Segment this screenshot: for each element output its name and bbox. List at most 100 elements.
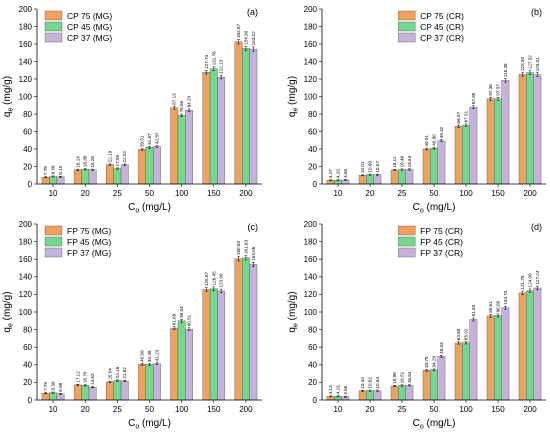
data-label: 16.70 xyxy=(83,371,88,383)
x-tick-label: 100 xyxy=(175,405,189,414)
x-tick-label: 200 xyxy=(523,189,537,198)
bar-2-s2-50 xyxy=(430,148,438,185)
bar-1-s1-150 xyxy=(202,72,211,185)
data-label: 90.04 xyxy=(179,306,184,318)
data-label: 121.76 xyxy=(520,275,525,289)
bar-4-s3-150 xyxy=(501,307,510,401)
data-label: 97.38 xyxy=(488,84,493,96)
data-label: 122.13 xyxy=(219,59,224,73)
y-tick-label: 0 xyxy=(28,180,33,189)
bar-1-s1-200 xyxy=(234,41,243,185)
bar-1-s2-20 xyxy=(81,169,90,185)
x-tick-label: 150 xyxy=(207,405,221,414)
legend-swatch xyxy=(44,32,63,43)
bar-3-s2-200 xyxy=(242,257,250,401)
legend-entry: CP 75 (CR) xyxy=(420,11,464,21)
data-label: 7.78 xyxy=(43,166,48,175)
y-tick-label: 40 xyxy=(23,361,32,370)
x-tick-label: 10 xyxy=(334,189,343,198)
bar-1-s3-50 xyxy=(152,146,161,185)
bar-2-s2-200 xyxy=(526,72,534,185)
data-label: 87.13 xyxy=(172,93,177,105)
data-label: 17.59 xyxy=(115,154,120,166)
data-label: 22.19 xyxy=(107,150,112,162)
data-label: 125.67 xyxy=(204,272,209,286)
legend-swatch xyxy=(44,10,63,21)
y-tick-label: 60 xyxy=(23,343,32,352)
y-tick-label: 60 xyxy=(308,343,317,352)
data-label: 16.46 xyxy=(399,155,404,167)
bar-3-s3-200 xyxy=(249,264,258,401)
y-tick-label: 200 xyxy=(304,220,318,229)
x-tick-label: 25 xyxy=(113,189,122,198)
x-tick-label: 25 xyxy=(113,405,122,414)
panel-label: (d) xyxy=(531,222,542,232)
x-tick-label: 200 xyxy=(523,405,537,414)
data-label: 4.18 xyxy=(335,385,340,394)
y-tick-label: 120 xyxy=(19,75,33,84)
x-tick-label: 50 xyxy=(430,405,439,414)
legend-entry: CP 75 (MG) xyxy=(67,11,112,21)
data-label: 4.13 xyxy=(328,385,333,394)
x-tick-label: 150 xyxy=(207,189,221,198)
data-label: 65.02 xyxy=(463,328,468,340)
data-label: 10.44 xyxy=(360,377,365,389)
bar-3-s1-100 xyxy=(170,327,179,401)
y-tick-label: 160 xyxy=(304,40,318,49)
bar-2-s1-150 xyxy=(486,98,495,185)
y-tick-label: 20 xyxy=(308,162,317,171)
data-label: 67.31 xyxy=(464,110,469,122)
bar-4-s2-150 xyxy=(494,315,502,401)
x-tick-label: 200 xyxy=(239,189,253,198)
legend-entry: CP 45 (MG) xyxy=(67,22,112,32)
y-tick-label: 120 xyxy=(304,290,318,299)
bar-4-s2-25 xyxy=(398,385,406,401)
legend-swatch xyxy=(44,21,63,32)
legend-swatch xyxy=(397,236,416,247)
bar-1-s2-100 xyxy=(177,115,186,185)
legend-swatch xyxy=(397,10,416,21)
y-tick-label: 40 xyxy=(308,361,317,370)
y-tick-label: 20 xyxy=(308,378,317,387)
data-label: 81.69 xyxy=(172,313,177,325)
y-tick-label: 140 xyxy=(19,57,33,66)
y-tick-label: 180 xyxy=(304,22,318,31)
data-label: 40.01 xyxy=(424,135,429,147)
chart-panel-4: 4.13 10.44 15.98 33.75 64.88 95.61 121.76 4.18 1… xyxy=(287,220,546,431)
x-tick-label: 150 xyxy=(491,189,505,198)
bar-3-s1-25 xyxy=(106,381,114,401)
x-tick-label: 200 xyxy=(239,405,253,414)
data-label: 162.57 xyxy=(236,24,241,38)
bar-4-s3-100 xyxy=(469,319,478,401)
y-axis-label: qe (mg/g) xyxy=(2,76,15,117)
bar-1-s3-25 xyxy=(120,164,129,185)
y-tick-label: 160 xyxy=(19,40,33,49)
data-label: 104.74 xyxy=(503,290,508,304)
y-tick-label: 200 xyxy=(19,5,33,14)
y-tick-label: 0 xyxy=(313,396,318,405)
bar-3-s2-10 xyxy=(49,392,57,401)
y-tick-label: 160 xyxy=(304,255,318,264)
data-label: 80.51 xyxy=(187,314,192,326)
y-tick-label: 180 xyxy=(19,22,33,31)
bar-1-s1-25 xyxy=(106,164,114,185)
bar-3-s3-25 xyxy=(120,380,129,401)
data-label: 160.50 xyxy=(236,241,241,255)
chart-panel-3: 7.79 17.12 20.54 40.58 81.69 125.67 160.50 8.39… xyxy=(2,220,262,431)
legend-entry: CP 37 (CR) xyxy=(420,33,464,43)
data-label: 39.51 xyxy=(140,135,145,147)
bar-1-s2-150 xyxy=(209,68,218,185)
y-tick-label: 60 xyxy=(308,127,317,136)
data-label: 21.62 xyxy=(122,367,127,379)
x-axis-label: Co (mg/L) xyxy=(128,418,171,431)
data-label: 40.58 xyxy=(140,350,145,362)
y-tick-label: 120 xyxy=(19,290,33,299)
data-label: 4.29 xyxy=(335,169,340,178)
data-label: 161.63 xyxy=(243,240,248,254)
data-label: 4.65 xyxy=(343,168,348,177)
bar-4-s1-150 xyxy=(486,315,495,401)
data-label: 10.57 xyxy=(375,161,380,173)
bar-4-s2-20 xyxy=(366,390,374,401)
bar-4-s2-100 xyxy=(462,342,470,401)
